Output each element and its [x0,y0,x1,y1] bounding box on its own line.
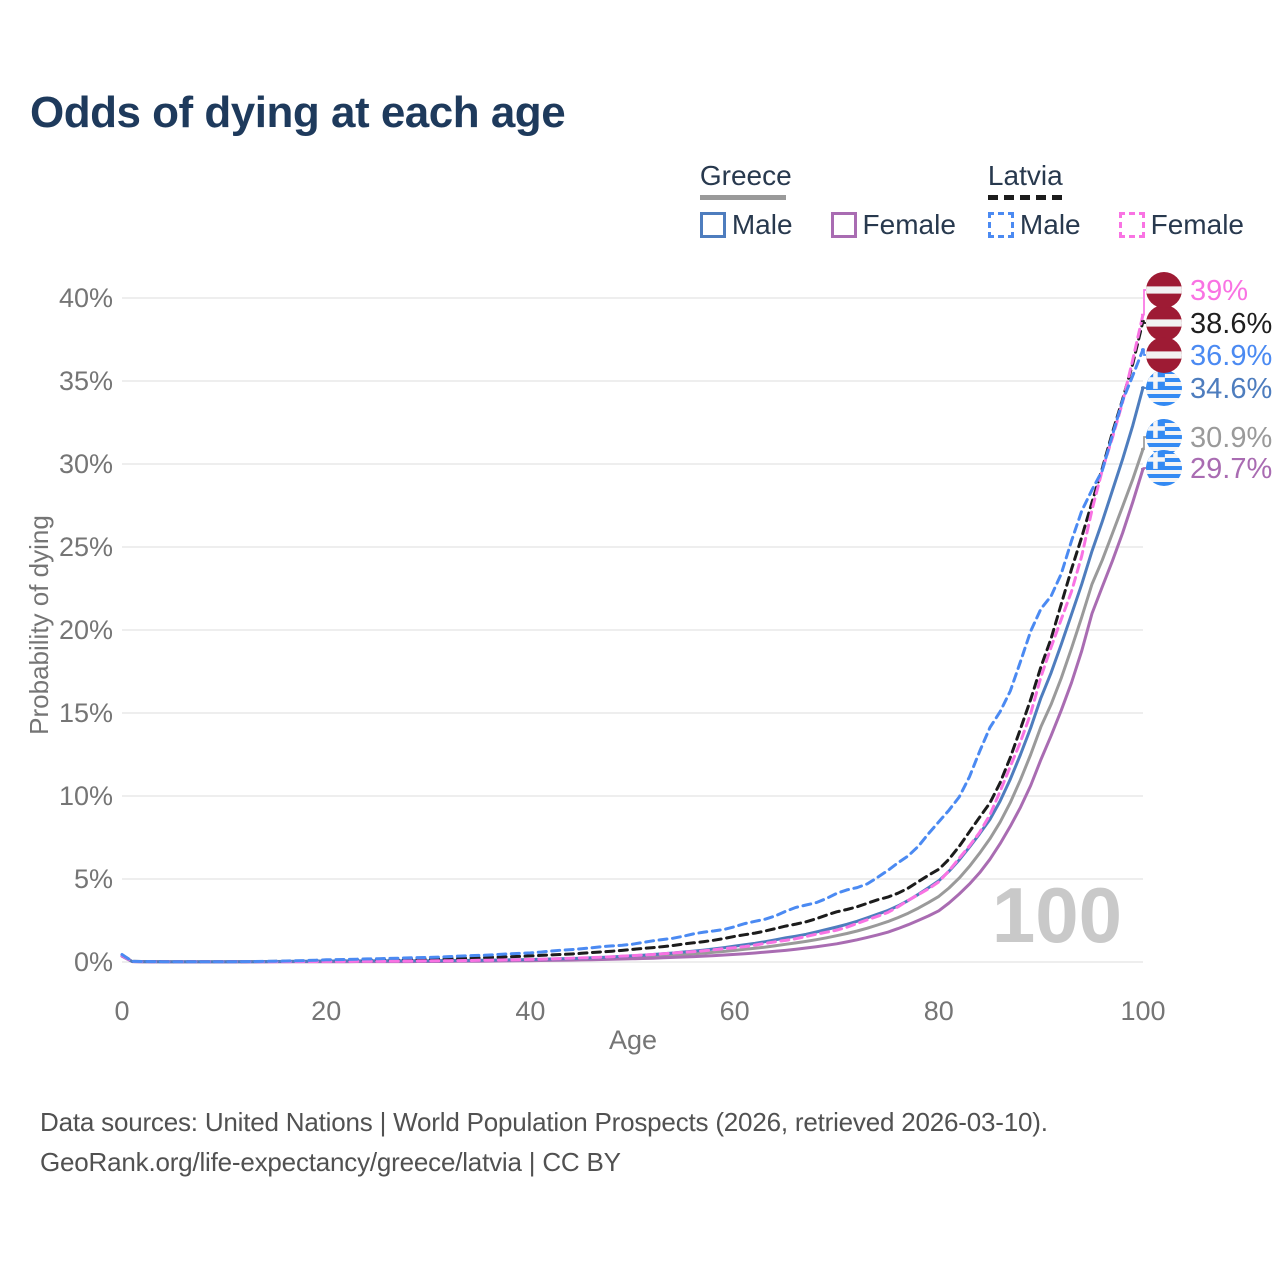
series-line-greece-male[interactable] [120,386,1145,964]
greece-flag-icon [1146,450,1182,486]
latvia-flag-icon [1146,337,1182,373]
legend-group-latvia: Latvia Male Female [987,160,1244,241]
series-line-greece-total[interactable] [120,447,1145,964]
legend-item-label: Male [1019,209,1081,240]
legend-latvia-label[interactable]: Latvia [987,160,1063,191]
y-tick-label: 5% [74,864,113,894]
legend-item-latvia-male[interactable]: Male [987,209,1081,241]
legend-group-greece: Greece Male Female [699,160,956,241]
legend-item-label: Female [862,209,956,240]
x-tick-label: 40 [515,996,545,1026]
latvia-male-swatch [987,212,1014,238]
legend: Greece Male Female Latvia Male [699,160,1244,241]
end-value-label: 34.6% [1190,373,1272,405]
latvia-female-swatch [1118,212,1145,238]
legend-item-greece-female[interactable]: Female [830,209,956,241]
footer-sources: Data sources: United Nations | World Pop… [40,1107,1048,1137]
greece-flag-icon [1146,370,1182,406]
legend-greece-label[interactable]: Greece [699,160,792,191]
series-line-latvia-male[interactable] [120,348,1145,964]
series-layer [120,313,1145,964]
y-tick-label: 20% [59,615,113,645]
y-tick-label: 30% [59,449,113,479]
footer-attribution[interactable]: GeoRank.org/life-expectancy/greece/latvi… [40,1147,621,1177]
y-axis-title: Probability of dying [24,515,54,735]
legend-item-label: Female [1150,209,1244,240]
end-label-layer: 30.9%29.7% 34.6% 38.6%39% 36.9% [1141,272,1272,486]
y-tick-label: 15% [59,698,113,728]
y-tick-label: 10% [59,781,113,811]
legend-item-latvia-female[interactable]: Female [1118,209,1244,241]
y-tick-label: 40% [59,283,113,313]
grid-layer: 0% 5% 10% 15% 20% 25% 30% 35% 40% 0 20 40 60 80 100 [59,283,1166,1026]
end-value-label: 38.6% [1190,308,1272,340]
y-tick-label: 0% [74,947,113,977]
y-tick-label: 25% [59,532,113,562]
legend-item-greece-male[interactable]: Male [699,209,793,241]
latvia-flag-icon [1146,305,1182,341]
age-annotation: 100 [992,871,1122,959]
latvia-flag-icon [1146,272,1182,308]
series-line-latvia-total[interactable] [120,319,1145,964]
series-line-greece-female[interactable] [120,467,1145,964]
x-tick-label: 0 [114,996,129,1026]
footer: Data sources: United Nations | World Pop… [40,1102,1048,1182]
end-value-label: 39% [1190,275,1248,307]
greece-male-swatch [699,212,726,238]
x-tick-label: 100 [1120,996,1165,1026]
y-tick-label: 35% [59,366,113,396]
x-tick-label: 20 [311,996,341,1026]
chart-title: Odds of dying at each age [30,88,566,137]
x-tick-label: 60 [720,996,750,1026]
x-axis-title: Age [609,1025,657,1055]
end-value-label: 29.7% [1190,453,1272,485]
end-value-label: 36.9% [1190,340,1272,372]
greece-line-swatch [699,195,786,200]
end-value-label: 30.9% [1190,422,1272,454]
greece-female-swatch [830,212,857,238]
series-line-latvia-female[interactable] [120,313,1145,964]
x-tick-label: 80 [924,996,954,1026]
legend-item-label: Male [731,209,793,240]
latvia-line-swatch [987,195,1062,200]
